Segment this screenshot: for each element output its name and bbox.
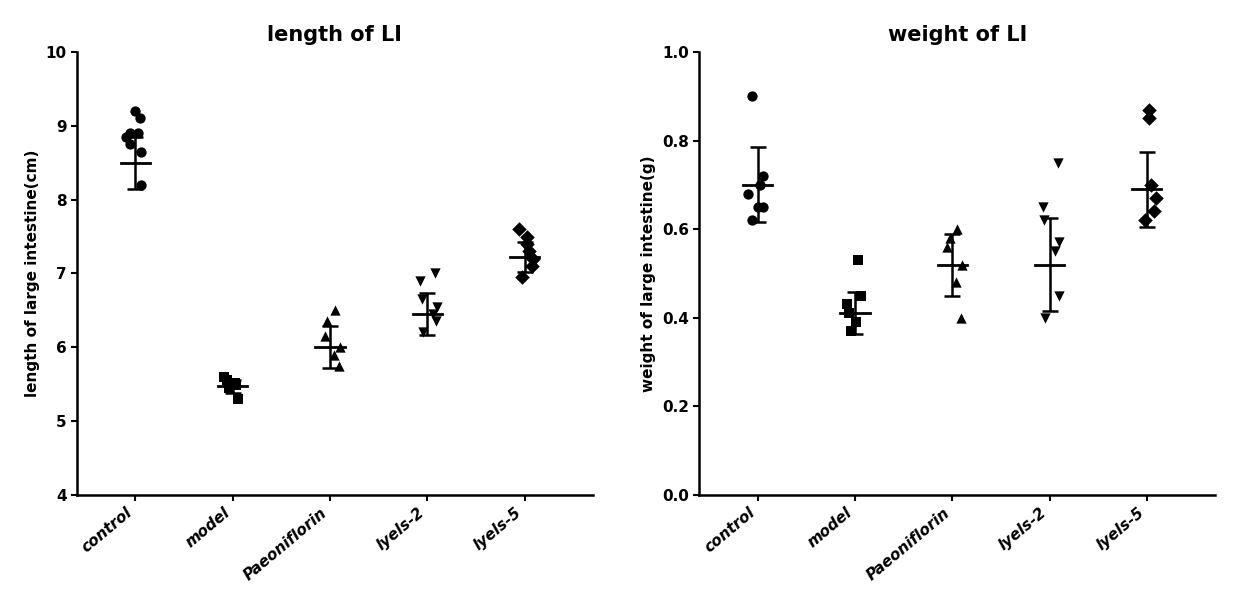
Point	[226, 381, 246, 390]
Point	[951, 313, 971, 322]
Point	[329, 361, 348, 370]
Point	[1049, 291, 1069, 300]
Point	[423, 309, 443, 319]
Point	[1049, 238, 1069, 247]
Point	[851, 291, 870, 300]
Point	[223, 379, 243, 389]
Point	[425, 269, 445, 278]
Point	[1140, 105, 1159, 114]
Y-axis label: length of large intestine(cm): length of large intestine(cm)	[25, 150, 40, 397]
Point	[217, 376, 237, 385]
Point	[1140, 114, 1159, 123]
Point	[117, 132, 136, 142]
Point	[517, 232, 537, 241]
Point	[315, 331, 335, 341]
Point	[130, 114, 150, 123]
Point	[317, 316, 337, 326]
Point	[739, 189, 759, 199]
Point	[837, 300, 857, 309]
Point	[517, 239, 537, 249]
Point	[523, 254, 543, 263]
Point	[952, 260, 972, 269]
Point	[1146, 193, 1166, 203]
Point	[427, 316, 446, 326]
Title: length of LI: length of LI	[268, 25, 402, 45]
Point	[131, 180, 151, 190]
Point	[518, 246, 538, 256]
Point	[947, 224, 967, 234]
Point	[228, 394, 248, 404]
Point	[120, 139, 140, 149]
Point	[846, 317, 866, 327]
Point	[839, 308, 859, 318]
Point	[130, 147, 150, 156]
Point	[215, 371, 234, 381]
Point	[743, 215, 763, 225]
Point	[1034, 215, 1054, 225]
Point	[413, 328, 433, 337]
Point	[742, 91, 761, 101]
Point	[125, 106, 145, 116]
Point	[1141, 180, 1161, 190]
Point	[427, 302, 446, 311]
Point	[512, 272, 532, 282]
Point	[325, 305, 345, 315]
Point	[841, 326, 861, 336]
Point	[1048, 158, 1068, 168]
Point	[1045, 246, 1065, 256]
Point	[1035, 313, 1055, 322]
Point	[753, 171, 773, 181]
Point	[324, 350, 343, 359]
Point	[946, 277, 966, 287]
Point	[937, 242, 957, 252]
Point	[412, 294, 432, 304]
Title: weight of LI: weight of LI	[888, 25, 1027, 45]
Point	[753, 202, 773, 212]
Y-axis label: weight of large intestine(g): weight of large intestine(g)	[641, 155, 656, 392]
Point	[218, 383, 238, 393]
Point	[128, 128, 148, 138]
Point	[508, 224, 528, 234]
Point	[226, 378, 246, 387]
Point	[330, 342, 350, 352]
Point	[748, 202, 768, 212]
Point	[120, 128, 140, 138]
Point	[1145, 207, 1164, 216]
Point	[1135, 215, 1154, 225]
Point	[940, 233, 960, 243]
Point	[848, 255, 868, 265]
Point	[522, 261, 542, 271]
Point	[750, 180, 770, 190]
Point	[410, 276, 430, 286]
Point	[1033, 202, 1053, 212]
